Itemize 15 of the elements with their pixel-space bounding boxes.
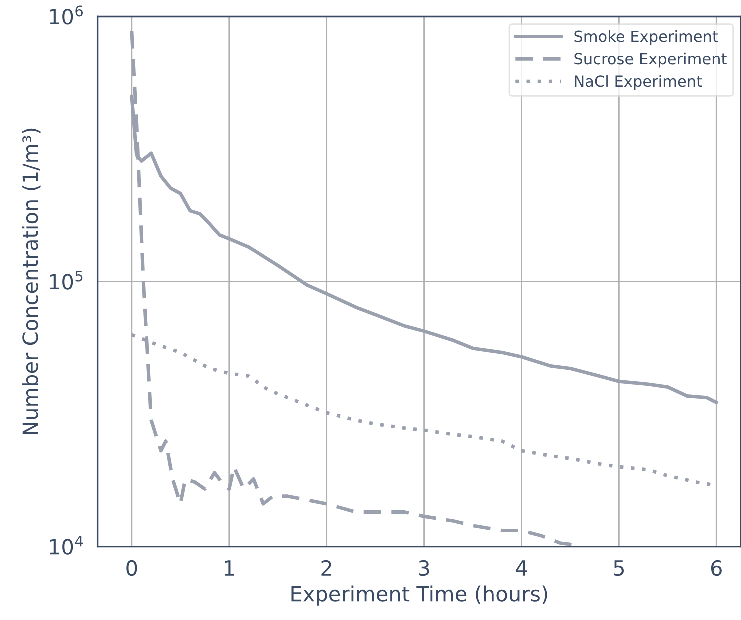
legend-label: Smoke Experiment [574,30,718,46]
x-tick-label: 5 [614,560,624,576]
y-axis-title: Number Concentration (1/m³) [22,128,41,434]
x-axis-title: Experiment Time (hours) [292,586,548,606]
x-tick-label: 4 [516,560,528,576]
legend-label: Sucrose Experiment [574,52,727,68]
x-tick-label: 2 [322,560,332,576]
y-tick-label: 10$^{6}$ [50,6,84,25]
x-tick-label: 1 [225,560,234,576]
y-tick-label: 10$^{5}$ [50,270,83,290]
x-tick-label: 6 [711,560,722,576]
legend-label: NaCl Experiment [575,75,702,90]
y-tick-label: 10$^{4}$ [50,536,84,555]
x-tick-label: 3 [419,560,430,576]
x-tick-label: 0 [126,560,138,576]
